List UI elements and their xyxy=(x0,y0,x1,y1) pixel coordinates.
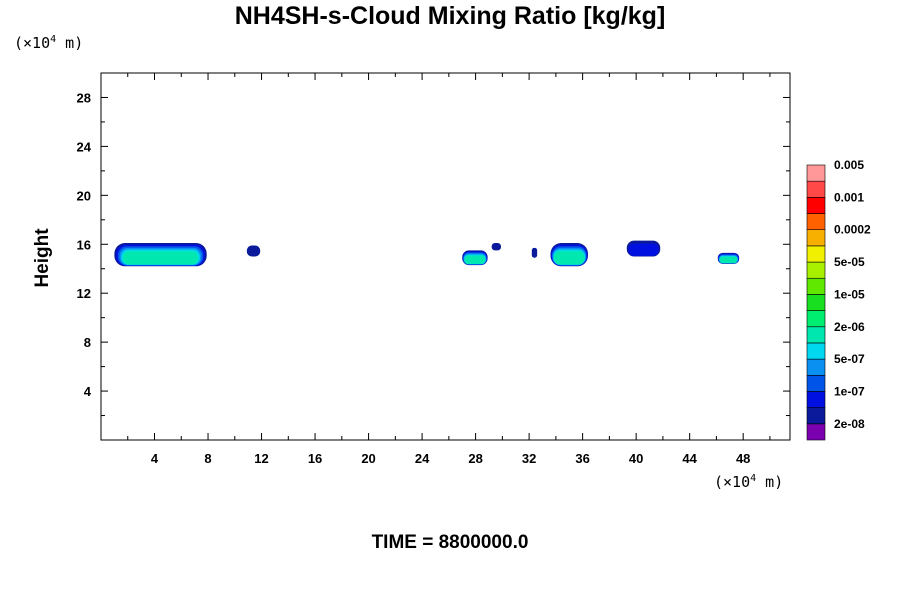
cloud-contour xyxy=(464,255,486,264)
cloud-contour xyxy=(531,247,538,258)
colorbar-swatch xyxy=(806,245,826,263)
cloud-region xyxy=(491,243,502,251)
cloud-region xyxy=(531,247,538,258)
y-tick-label: 8 xyxy=(84,335,91,350)
cloud-contour xyxy=(491,243,502,251)
colorbar-swatch xyxy=(806,326,826,344)
colorbar-label: 1e-05 xyxy=(834,287,865,301)
cloud-region xyxy=(462,250,488,266)
y-axis-unit: (×104 m) xyxy=(14,34,84,52)
x-tick-label: 36 xyxy=(575,451,589,466)
cloud-region xyxy=(114,243,207,267)
colorbar-swatch xyxy=(806,294,826,311)
y-tick-label: 16 xyxy=(77,237,91,252)
colorbar-swatch xyxy=(806,342,826,360)
x-tick-label: 20 xyxy=(361,451,375,466)
colorbar-label: 0.005 xyxy=(834,158,864,172)
colorbar-swatch xyxy=(806,180,826,198)
x-axis-unit: (×104 m) xyxy=(714,473,784,491)
colorbar-label: 5e-05 xyxy=(834,255,865,269)
colorbar: 2e-08 1e-07 5e-07 2e-06 1e-05 5e-05 0.0002 0.00… xyxy=(806,158,871,441)
time-label: TIME = 8800000.0 xyxy=(371,532,529,553)
x-tick-label: 44 xyxy=(682,451,697,466)
y-tick-label: 28 xyxy=(77,90,91,105)
colorbar-label: 5e-07 xyxy=(834,352,865,366)
x-tick-label: 24 xyxy=(415,451,430,466)
cloud-region xyxy=(550,243,588,267)
cloud-region xyxy=(717,252,740,264)
colorbar-label: 1e-07 xyxy=(834,384,865,398)
x-tick-label: 28 xyxy=(468,451,482,466)
x-tick-label: 16 xyxy=(308,451,322,466)
x-tick-label: 12 xyxy=(254,451,268,466)
cloud-region xyxy=(246,245,261,257)
cloud-contour xyxy=(553,251,585,265)
colorbar-swatch xyxy=(806,197,826,214)
colorbar-swatch xyxy=(806,229,826,247)
plot-frame xyxy=(100,72,791,441)
x-tick-label: 48 xyxy=(736,451,750,466)
colorbar-swatch xyxy=(806,277,826,295)
y-tick-label: 4 xyxy=(84,384,92,399)
x-tick-label: 8 xyxy=(204,451,211,466)
y-tick-label: 24 xyxy=(77,139,92,154)
chart-title: NH4SH-s-Cloud Mixing Ratio [kg/kg] xyxy=(234,2,666,30)
colorbar-label: 2e-08 xyxy=(834,417,865,431)
cloud-contour xyxy=(246,245,261,257)
colorbar-label: 0.0002 xyxy=(834,223,871,237)
colorbar-swatch xyxy=(806,164,826,182)
colorbar-swatch xyxy=(806,374,826,392)
x-tick-label: 4 xyxy=(151,451,159,466)
colorbar-swatch xyxy=(806,358,826,376)
cloud-contour xyxy=(719,256,738,263)
cloud-contour xyxy=(122,251,199,265)
colorbar-swatch xyxy=(806,261,826,279)
plot-content xyxy=(114,240,740,267)
colorbar-swatch xyxy=(806,407,826,425)
y-tick-label: 12 xyxy=(77,286,91,301)
colorbar-swatch xyxy=(806,391,826,408)
colorbar-label: 2e-06 xyxy=(834,320,865,334)
y-tick-label: 20 xyxy=(77,188,91,203)
cloud-region xyxy=(626,240,661,257)
colorbar-swatch xyxy=(806,423,826,441)
colorbar-swatch xyxy=(806,310,826,328)
colorbar-swatch xyxy=(806,213,826,231)
cloud-contour xyxy=(628,243,659,256)
colorbar-label: 0.001 xyxy=(834,190,864,204)
x-tick-label: 32 xyxy=(522,451,536,466)
x-tick-label: 40 xyxy=(629,451,643,466)
